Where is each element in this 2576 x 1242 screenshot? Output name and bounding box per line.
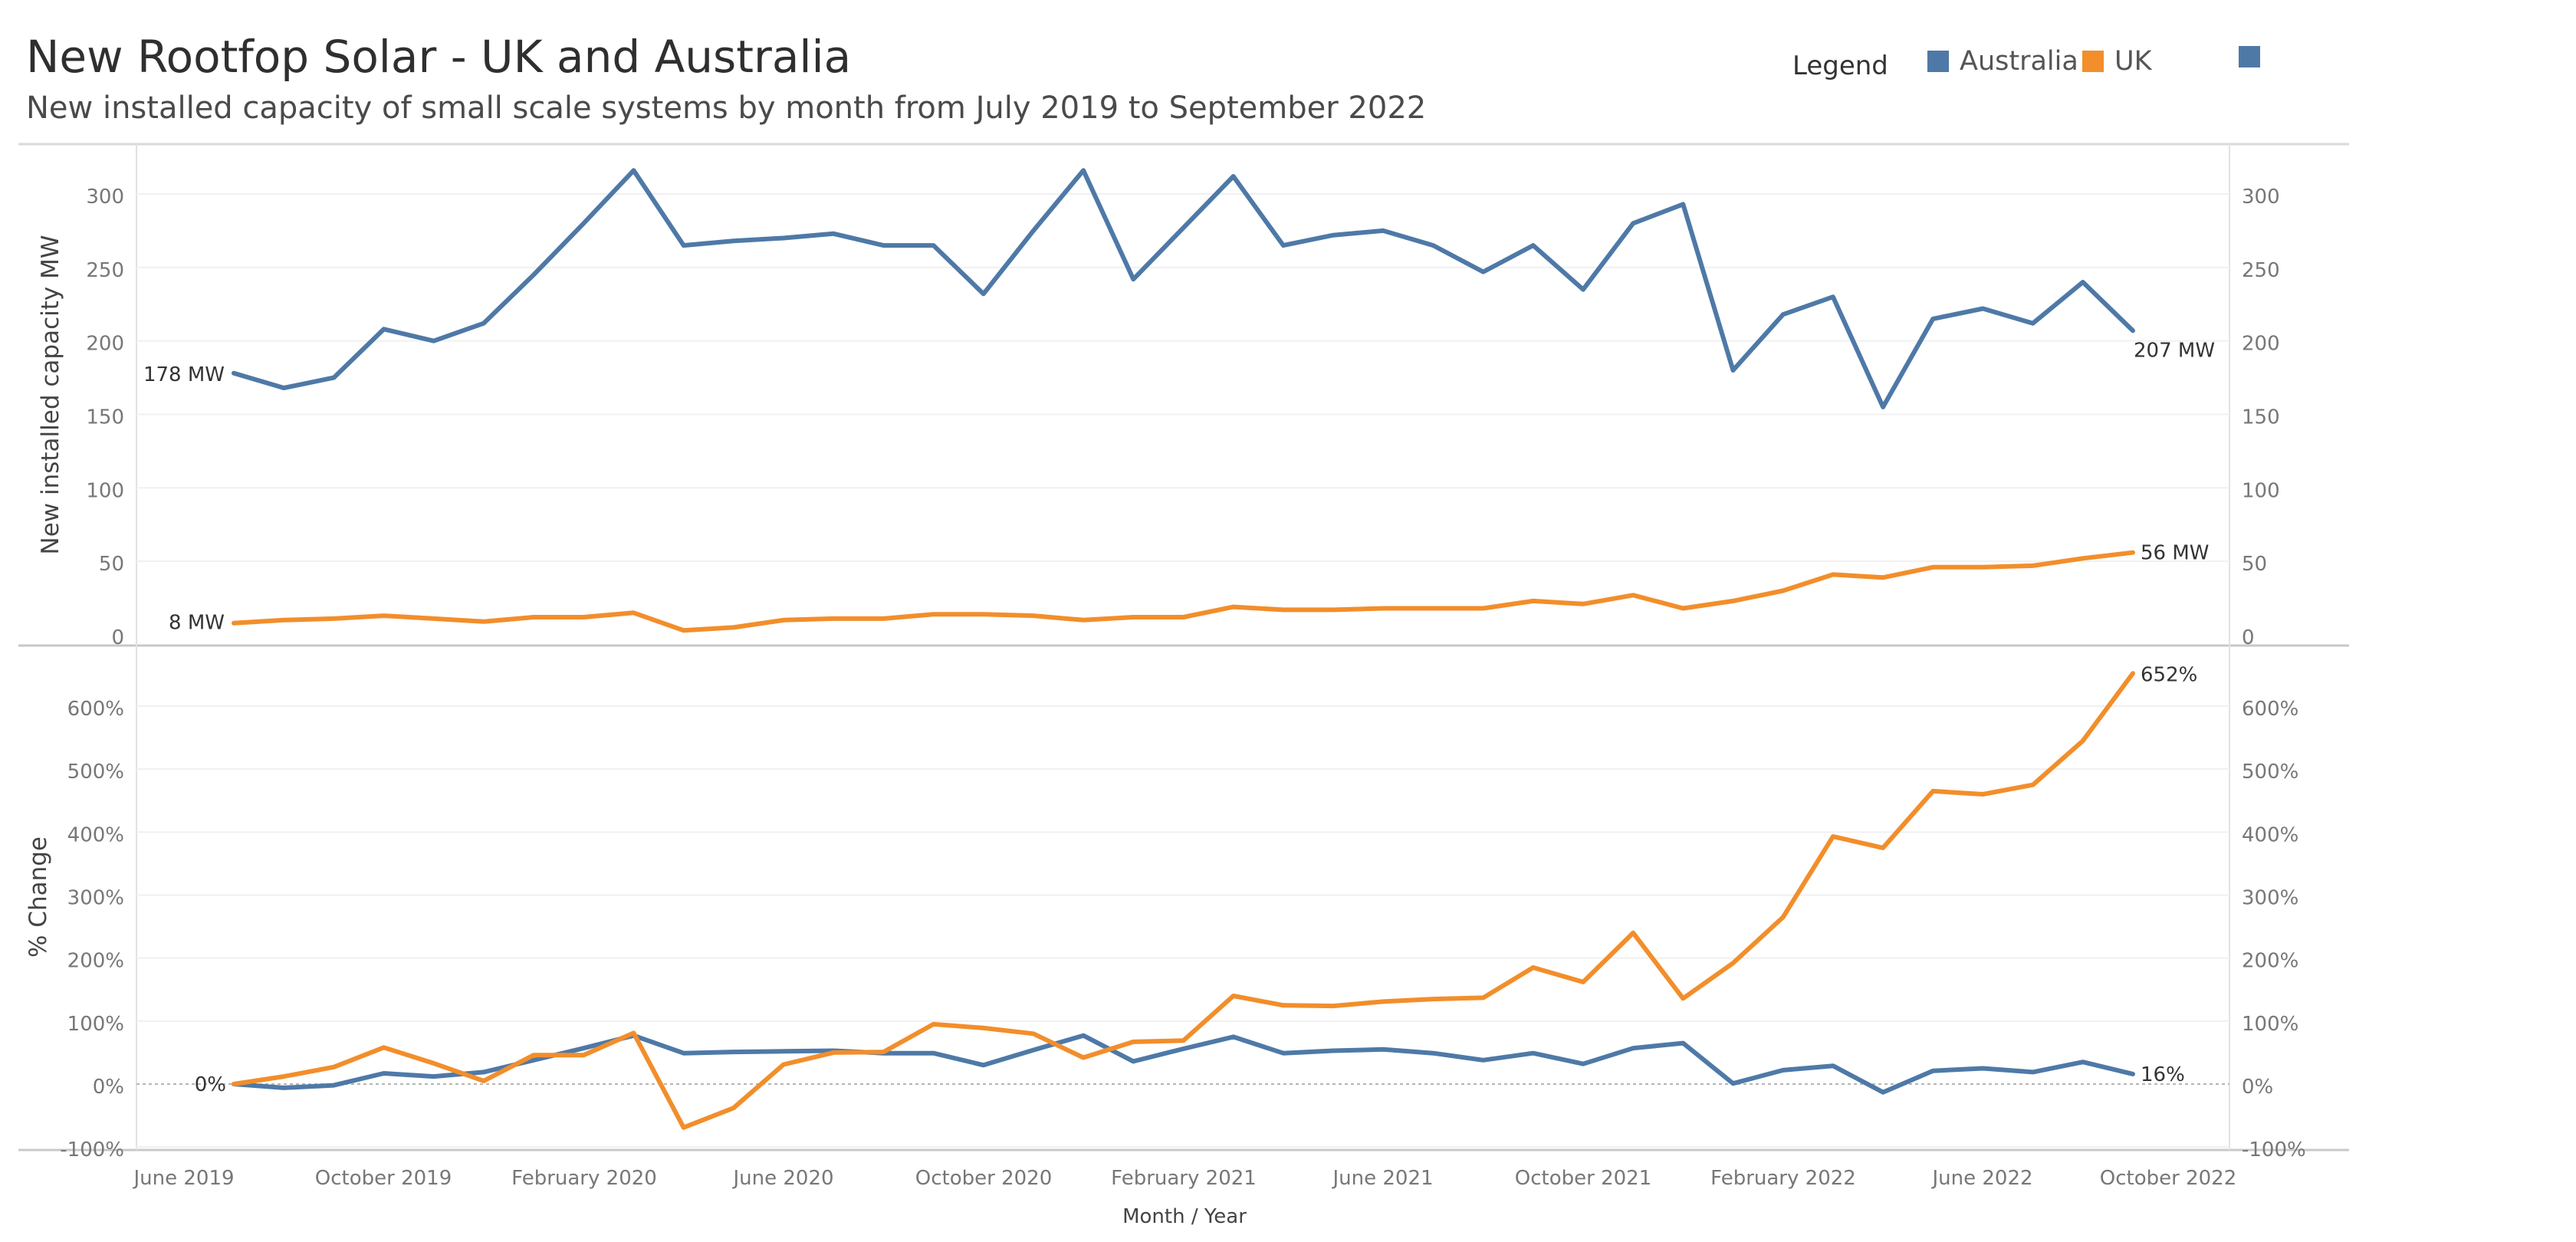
x-tick-label: October 2021 [1515,1167,1651,1190]
x-tick-label: February 2020 [511,1167,657,1190]
change-tick-label-right: 300% [2242,887,2298,910]
legend-label-australia: Australia [1960,46,2078,77]
capacity-tick-label-left: 0 [111,626,124,649]
change-tick-label-left: 500% [67,761,124,784]
page-title: New Rootfop Solar - UK and Australia [26,31,852,83]
x-tick-label: June 2021 [1331,1167,1433,1190]
capacity-tick-label-left: 300 [86,186,124,209]
change-tick-label-left: 200% [67,950,124,973]
capacity-series [232,168,2135,633]
legend-item-uk[interactable]: UK [2082,46,2152,77]
x-tick-label: February 2022 [1710,1167,1856,1190]
change-tick-label-right: 500% [2242,761,2298,784]
capacity-tick-label-left: 50 [99,553,124,576]
legend-item-australia[interactable]: Australia [1927,46,2078,77]
legend-swatch-australia [1927,51,1949,72]
legend-item-truncated[interactable] [2239,46,2271,67]
x-tick-label: June 2019 [132,1167,234,1190]
change-tick-label-right: 200% [2242,950,2298,973]
x-tick-label: October 2020 [915,1167,1052,1190]
change-series [232,671,2135,1130]
legend-title: Legend [1792,51,1888,81]
capacity-axis-label: New installed capacity MW [37,235,64,555]
change-end-label-australia: 16% [2141,1063,2185,1086]
capacity-tick-label-right: 0 [2242,626,2255,649]
change-axis-label: % Change [25,836,52,958]
capacity-gridlines: 0 0 50 50 100 100 150 150 200 200 250 250 300 300 [86,186,2279,649]
x-tick-label: June 2020 [731,1167,833,1190]
page-subtitle: New installed capacity of small scale sy… [26,90,1427,126]
capacity-tick-label-right: 100 [2242,479,2280,502]
change-gridlines: -100% -100% 0% 0% 100% 100% 200% 200% 300% 300% 40… [60,698,2305,1162]
change-tick-label-right: 400% [2242,823,2298,846]
x-tick-label: October 2022 [2100,1167,2236,1190]
change-end-label-uk: 652% [2141,663,2197,686]
capacity-line-uk [232,550,2135,633]
capacity-start-label-australia: 178 MW [143,363,225,386]
capacity-tick-label-right: 250 [2242,259,2280,282]
capacity-tick-label-right: 300 [2242,186,2280,209]
change-tick-label-left: 0% [93,1076,124,1099]
change-tick-label-left: 400% [67,823,124,846]
change-tick-label-right: 600% [2242,698,2298,721]
x-tick-label: February 2021 [1111,1167,1257,1190]
change-tick-label-left: 300% [67,887,124,910]
change-tick-label-left: 600% [67,698,124,721]
change-tick-label-right: 0% [2242,1076,2273,1099]
capacity-tick-label-left: 250 [86,259,124,282]
legend-swatch-truncated [2239,46,2260,67]
capacity-end-label-australia: 207 MW [2134,339,2215,362]
change-tick-label-right: -100% [2242,1138,2306,1162]
x-axis-label: Month / Year [1122,1205,1247,1228]
capacity-tick-label-right: 150 [2242,406,2280,429]
legend-swatch-uk [2082,51,2104,72]
chart-labels: June 2019 October 2019 February 2020 June 2… [25,235,2236,1229]
capacity-tick-label-right: 200 [2242,333,2280,356]
change-line-uk [232,671,2135,1130]
capacity-tick-label-right: 50 [2242,553,2267,576]
legend-label-uk: UK [2114,46,2152,77]
capacity-tick-label-left: 200 [86,333,124,356]
x-tick-label: June 2022 [1930,1167,2032,1190]
capacity-start-label-uk: 8 MW [169,612,225,635]
capacity-end-label-uk: 56 MW [2141,542,2210,565]
capacity-tick-label-left: 100 [86,479,124,502]
chart-frame [18,143,2349,1152]
capacity-tick-label-left: 150 [86,406,124,429]
change-tick-label-left: -100% [60,1138,124,1162]
change-tick-label-right: 100% [2242,1013,2298,1036]
change-tick-label-left: 100% [67,1013,124,1036]
change-start-label: 0% [195,1073,226,1096]
x-tick-label: October 2019 [315,1167,452,1190]
capacity-line-australia [232,168,2135,409]
